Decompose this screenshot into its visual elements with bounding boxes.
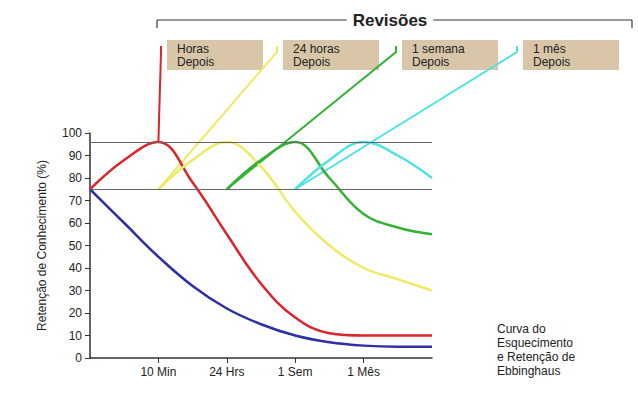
- svg-text:40: 40: [69, 261, 83, 275]
- svg-text:30: 30: [69, 284, 83, 298]
- svg-text:1 Mês: 1 Mês: [347, 365, 380, 379]
- svg-text:Esquecimento: Esquecimento: [497, 336, 573, 350]
- svg-text:60: 60: [69, 216, 83, 230]
- svg-text:Depois: Depois: [293, 55, 330, 69]
- svg-text:20: 20: [69, 306, 83, 320]
- svg-text:1 semana: 1 semana: [412, 42, 465, 56]
- svg-text:70: 70: [69, 194, 83, 208]
- svg-text:Curva do: Curva do: [497, 322, 546, 336]
- svg-text:10: 10: [69, 329, 83, 343]
- svg-text:1 mês: 1 mês: [533, 42, 566, 56]
- svg-text:Ebbinghaus: Ebbinghaus: [497, 364, 560, 378]
- svg-text:80: 80: [69, 171, 83, 185]
- svg-text:100: 100: [62, 126, 82, 140]
- svg-text:Depois: Depois: [412, 55, 449, 69]
- svg-text:Depois: Depois: [177, 55, 214, 69]
- svg-text:e Retenção de: e Retenção de: [497, 350, 575, 364]
- svg-text:0: 0: [75, 351, 82, 365]
- svg-text:Retenção de Conhecimento (%): Retenção de Conhecimento (%): [35, 160, 49, 331]
- svg-text:50: 50: [69, 239, 83, 253]
- svg-text:Horas: Horas: [177, 42, 209, 56]
- svg-text:Revisões: Revisões: [353, 11, 428, 30]
- svg-text:24 Hrs: 24 Hrs: [209, 365, 244, 379]
- svg-text:10 Min: 10 Min: [140, 365, 176, 379]
- svg-text:24 horas: 24 horas: [293, 42, 340, 56]
- svg-text:Depois: Depois: [533, 55, 570, 69]
- svg-text:1 Sem: 1 Sem: [278, 365, 313, 379]
- svg-text:90: 90: [69, 149, 83, 163]
